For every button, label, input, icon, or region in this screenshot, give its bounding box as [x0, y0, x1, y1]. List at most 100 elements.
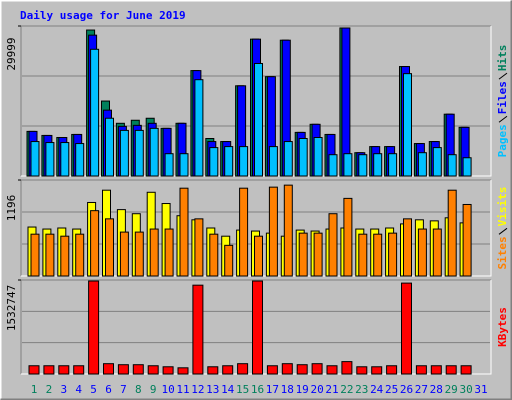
bar: [432, 228, 442, 277]
x-tick-label: 14: [221, 383, 235, 396]
bar: [373, 233, 383, 277]
bar: [119, 129, 129, 177]
bar: [239, 187, 249, 277]
x-tick-label: 29: [445, 383, 458, 396]
bar: [147, 365, 159, 375]
bar: [462, 203, 472, 277]
bar: [43, 365, 55, 375]
bar: [237, 363, 249, 375]
bar: [268, 146, 278, 177]
bar: [343, 197, 353, 277]
bar: [358, 233, 368, 277]
bar: [373, 153, 383, 177]
bar: [60, 142, 70, 177]
bar: [313, 232, 323, 277]
legend-entry: Pages: [496, 124, 509, 157]
bar: [75, 143, 85, 177]
bar: [460, 365, 472, 375]
bar: [417, 228, 427, 277]
legend-entry: Files: [496, 81, 509, 114]
bar: [177, 367, 189, 375]
bar: [45, 142, 55, 177]
bar: [224, 244, 234, 277]
x-tick-label: 17: [266, 383, 279, 396]
bar: [239, 146, 249, 177]
x-tick-label: 5: [90, 383, 97, 396]
y-tick-label: 29999: [5, 37, 18, 70]
x-tick-label: 8: [135, 383, 142, 396]
x-tick-label: 22: [340, 383, 353, 396]
bar: [224, 146, 234, 177]
bar: [134, 129, 144, 177]
x-tick-label: 23: [355, 383, 368, 396]
bar: [417, 152, 427, 177]
bar: [105, 218, 114, 277]
bar: [298, 232, 308, 277]
x-tick-label: 4: [75, 383, 82, 396]
chart-title: Daily usage for June 2019: [20, 9, 186, 22]
bar: [445, 365, 457, 375]
x-tick-label: 3: [60, 383, 67, 396]
x-tick-label: 15: [236, 383, 249, 396]
bar: [403, 218, 412, 277]
bar: [45, 233, 55, 277]
bar: [386, 365, 398, 375]
bar: [268, 186, 278, 277]
bar: [296, 364, 308, 375]
bar: [207, 366, 219, 375]
bar: [298, 137, 308, 177]
bar: [58, 365, 70, 375]
bar: [209, 147, 219, 177]
x-tick-label: 1: [31, 383, 38, 396]
x-tick-label: 19: [296, 383, 309, 396]
bar: [403, 73, 412, 177]
bar: [134, 231, 144, 277]
bar: [209, 233, 219, 277]
bar: [266, 365, 278, 375]
bar: [105, 117, 114, 177]
bar: [192, 284, 204, 375]
x-tick-label: 13: [206, 383, 219, 396]
bar: [73, 365, 85, 375]
bar: [283, 184, 293, 277]
bar: [313, 136, 323, 177]
x-tick-label: 31: [474, 383, 487, 396]
x-tick-label: 26: [400, 383, 413, 396]
bar: [28, 365, 40, 375]
bar: [432, 147, 442, 177]
x-tick-label: 7: [120, 383, 127, 396]
legend-separator: [498, 115, 508, 123]
bar: [103, 363, 114, 375]
bar: [30, 141, 40, 177]
bar: [430, 365, 442, 375]
bar: [447, 154, 457, 177]
x-tick-label: 20: [310, 383, 323, 396]
bar: [401, 282, 412, 375]
bar: [30, 233, 40, 277]
bar: [283, 141, 293, 177]
bar: [88, 280, 100, 375]
x-tick-label: 10: [161, 383, 174, 396]
bar: [149, 228, 159, 277]
legend-entry: Sites: [496, 236, 509, 269]
bar: [75, 233, 85, 277]
bar: [194, 79, 204, 177]
x-tick-label: 24: [370, 383, 384, 396]
bar: [179, 153, 189, 177]
bar: [179, 187, 189, 277]
bar: [371, 366, 383, 375]
legend-entry: KBytes: [496, 307, 509, 347]
bar: [90, 48, 100, 177]
x-tick-label: 30: [459, 383, 472, 396]
x-tick-label: 9: [150, 383, 157, 396]
bar: [311, 363, 323, 375]
bar: [132, 364, 144, 375]
bar: [281, 363, 293, 375]
x-tick-label: 18: [281, 383, 294, 396]
bar: [358, 154, 368, 177]
bar: [447, 189, 457, 277]
x-tick-label: 6: [105, 383, 112, 396]
bar: [149, 127, 159, 177]
